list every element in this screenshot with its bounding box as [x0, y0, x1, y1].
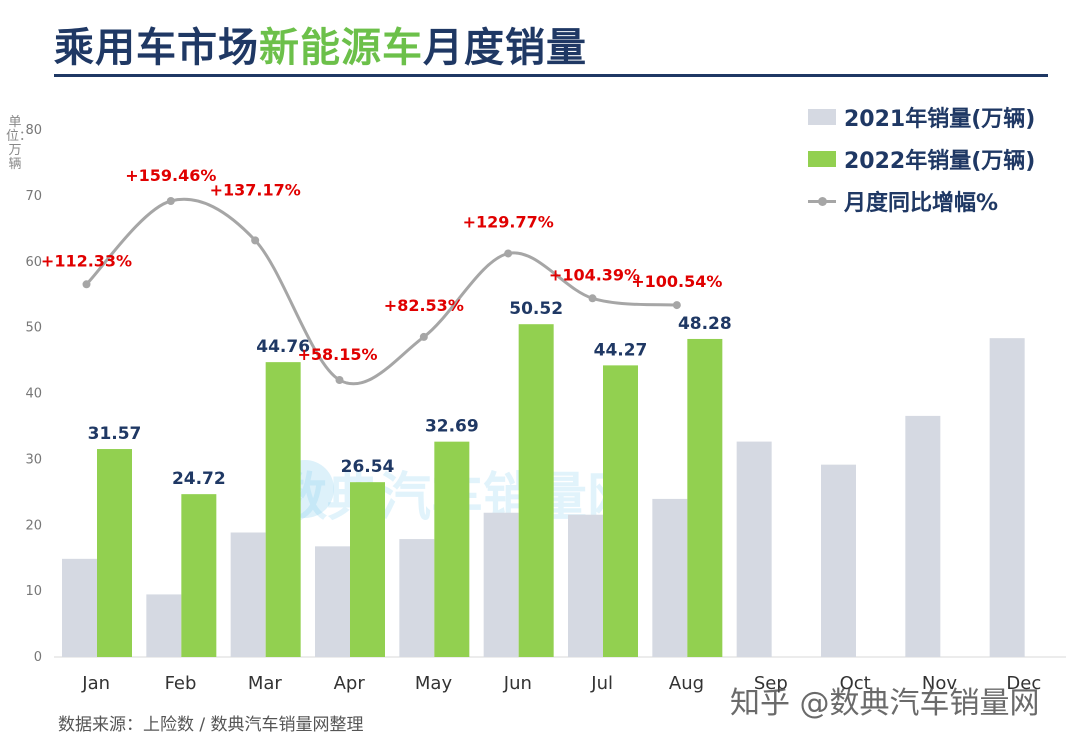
title-part-market: 乘用车市场: [54, 25, 259, 71]
bar-2021: [62, 558, 97, 657]
growth-line-series: [85, 197, 677, 386]
bar-2022-value-label: 26.54: [341, 457, 395, 477]
bar-2022-value-label: 44.27: [594, 340, 648, 360]
y-tick-label: 20: [25, 518, 42, 533]
x-tick-label: Feb: [165, 673, 197, 694]
bar-2022-value-label: 32.69: [425, 417, 479, 437]
title-block: 乘用车市场新能源车月度销量: [54, 22, 1048, 78]
growth-line-point: [504, 249, 513, 258]
growth-pct-label: +82.53%: [384, 296, 464, 315]
bar-2022: [350, 482, 385, 657]
bar-2021: [652, 498, 688, 657]
bar-2021: [146, 594, 182, 657]
bar-2022: [181, 494, 217, 657]
x-tick-label: Apr: [334, 673, 366, 694]
bar-2021: [483, 512, 519, 657]
bar-2021: [736, 441, 772, 657]
legend-item-growth: 月度同比增幅%: [808, 180, 1068, 222]
bar-2022: [518, 324, 554, 657]
y-tick-label: 80: [25, 123, 42, 138]
growth-pct-label: +58.15%: [297, 345, 377, 364]
bar-2021: [905, 415, 941, 657]
growth-pct-label: +159.46%: [125, 166, 216, 185]
bar-2021: [821, 464, 856, 657]
y-tick-label: 60: [25, 255, 42, 270]
legend-swatch-2021: [808, 109, 836, 125]
growth-line-point: [419, 332, 428, 341]
y-tick-label: 40: [25, 387, 42, 402]
bar-2021: [399, 539, 435, 657]
growth-pct-label: +100.54%: [631, 272, 722, 291]
bar-2021: [230, 532, 266, 657]
bar-2022: [603, 365, 638, 657]
bar-2022: [687, 338, 723, 657]
x-tick-label: Dec: [1006, 673, 1041, 694]
growth-pct-label: +137.17%: [210, 180, 301, 199]
bar-2022: [434, 441, 470, 657]
title-part-nev: 新能源车: [259, 25, 423, 71]
data-source-note: 数据来源：上险数 / 数典汽车销量网整理: [58, 715, 364, 735]
legend-item-2021: 2021年销量(万辆): [808, 96, 1068, 138]
bar-2022-value-label: 24.72: [172, 469, 226, 489]
x-tick-label: Mar: [248, 673, 283, 694]
y-tick-label: 50: [25, 321, 42, 336]
x-tick-label: Jan: [81, 673, 110, 694]
legend-item-2022: 2022年销量(万辆): [808, 138, 1068, 180]
bar-2021: [989, 338, 1025, 657]
x-tick-label: Nov: [922, 673, 957, 694]
title-part-monthly: 月度销量: [423, 25, 587, 71]
y-tick-label: 0: [34, 650, 42, 665]
x-tick-label: Aug: [669, 673, 704, 694]
growth-pct-label: +129.77%: [463, 212, 554, 231]
bar-2022-value-label: 48.28: [678, 314, 732, 334]
bar-2022-value-label: 44.76: [256, 337, 310, 357]
bar-2022-value-label: 31.57: [88, 424, 142, 444]
growth-line-point: [672, 301, 681, 310]
legend-line-growth: [808, 193, 836, 209]
y-tick-label: 70: [25, 189, 42, 204]
watermark-zhihu: 知乎 @数典汽车销量网: [730, 686, 1040, 721]
x-tick-label: Jun: [503, 673, 532, 694]
growth-line-point: [166, 197, 175, 205]
growth-line-point: [251, 236, 260, 245]
bar-2022: [265, 362, 301, 657]
bar-2021: [568, 514, 603, 657]
growth-line-point: [335, 376, 344, 384]
growth-line-point: [82, 280, 91, 289]
title-underline: [54, 74, 1048, 77]
x-tick-label: Sep: [754, 673, 788, 694]
x-tick-label: May: [415, 673, 453, 694]
bar-2022-value-label: 50.52: [509, 299, 563, 319]
bar-2022: [97, 449, 132, 657]
legend-swatch-2022: [808, 151, 836, 167]
legend-label-2022: 2022年销量(万辆): [844, 149, 1036, 174]
growth-pct-label: +104.39%: [549, 265, 640, 284]
bar-2021: [315, 546, 350, 657]
legend-label-2021: 2021年销量(万辆): [844, 107, 1036, 132]
y-tick-label: 30: [25, 452, 42, 467]
chart-title: 乘用车市场新能源车月度销量: [54, 22, 1048, 74]
y-tick-label: 10: [25, 584, 42, 599]
x-tick-label: Jul: [590, 673, 613, 694]
growth-pct-label: +112.33%: [41, 251, 132, 270]
legend: 2021年销量(万辆) 2022年销量(万辆) 月度同比增幅%: [808, 96, 1068, 222]
growth-line-point: [588, 294, 597, 303]
x-tick-label: Oct: [840, 673, 871, 694]
legend-label-growth: 月度同比增幅%: [844, 191, 999, 216]
